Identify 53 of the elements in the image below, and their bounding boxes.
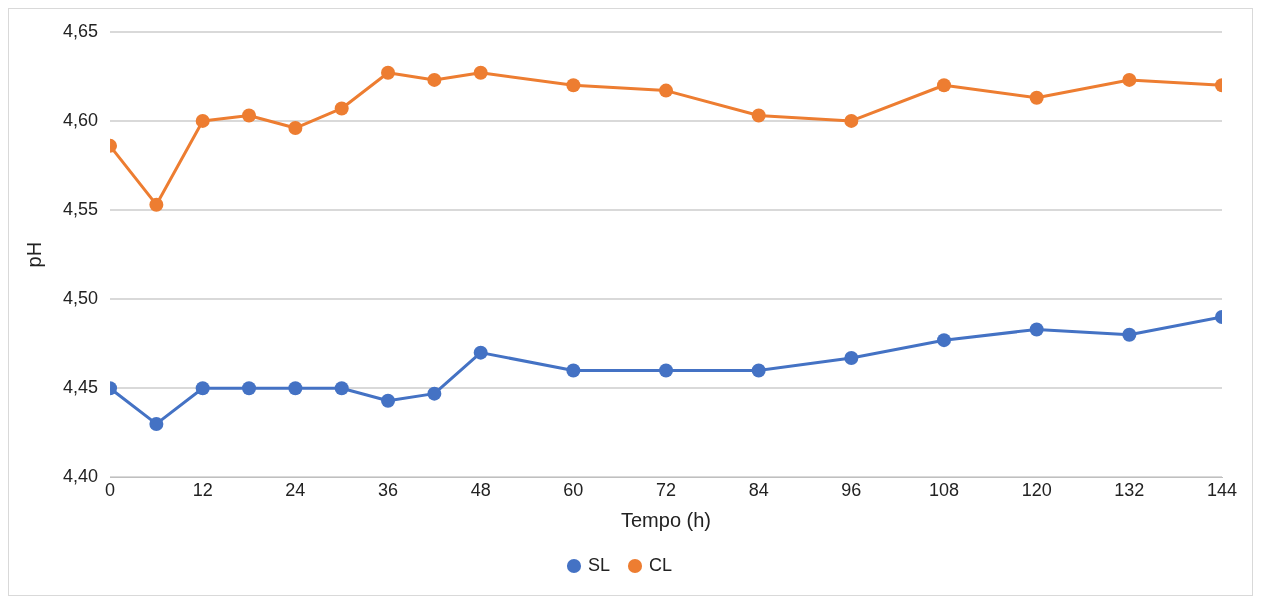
point	[844, 350, 859, 365]
point	[751, 363, 766, 378]
point	[659, 83, 674, 98]
y-tick-label: 4,40	[62, 466, 99, 487]
point	[195, 381, 210, 396]
point	[1122, 327, 1137, 342]
point	[334, 101, 349, 116]
y-tick-label: 4,45	[62, 377, 99, 398]
x-tick-label: 36	[378, 480, 399, 501]
point	[844, 113, 859, 128]
point	[381, 393, 396, 408]
legend-label: CL	[649, 554, 673, 575]
x-tick-label: 84	[748, 480, 769, 501]
point	[566, 78, 581, 93]
point	[473, 65, 488, 80]
x-axis-title: Tempo (h)	[621, 508, 712, 531]
point	[381, 65, 396, 80]
point	[473, 345, 488, 360]
x-tick-label: 24	[285, 480, 306, 501]
point	[149, 416, 164, 431]
point	[427, 72, 442, 87]
x-tick-label: 144	[1206, 480, 1238, 501]
x-tick-label: 48	[470, 480, 491, 501]
point	[659, 363, 674, 378]
x-tick-label: 120	[1021, 480, 1052, 501]
point	[195, 113, 210, 128]
x-tick-label: 0	[105, 480, 116, 501]
point	[1029, 322, 1044, 337]
y-axis-title: pH	[22, 241, 45, 268]
point	[288, 121, 303, 136]
x-tick-label: 96	[841, 480, 862, 501]
x-tick-label: 72	[656, 480, 677, 501]
point	[937, 333, 952, 348]
point	[937, 78, 952, 93]
point	[242, 381, 257, 396]
point	[149, 197, 164, 212]
x-tick-label: 132	[1114, 480, 1145, 501]
y-tick-label: 4,50	[62, 288, 99, 309]
point	[242, 108, 257, 123]
point	[288, 381, 303, 396]
point	[566, 363, 581, 378]
legend-label: SL	[587, 554, 611, 575]
x-tick-label: 108	[928, 480, 960, 501]
point	[1029, 90, 1044, 105]
point	[1122, 72, 1137, 87]
point	[751, 108, 766, 123]
x-tick-label: 60	[563, 480, 584, 501]
point	[334, 381, 349, 396]
y-tick-label: 4,60	[62, 109, 99, 130]
y-tick-label: 4,65	[62, 20, 99, 41]
x-tick-label: 12	[192, 480, 213, 501]
y-tick-label: 4,55	[62, 199, 99, 220]
point	[427, 386, 442, 401]
